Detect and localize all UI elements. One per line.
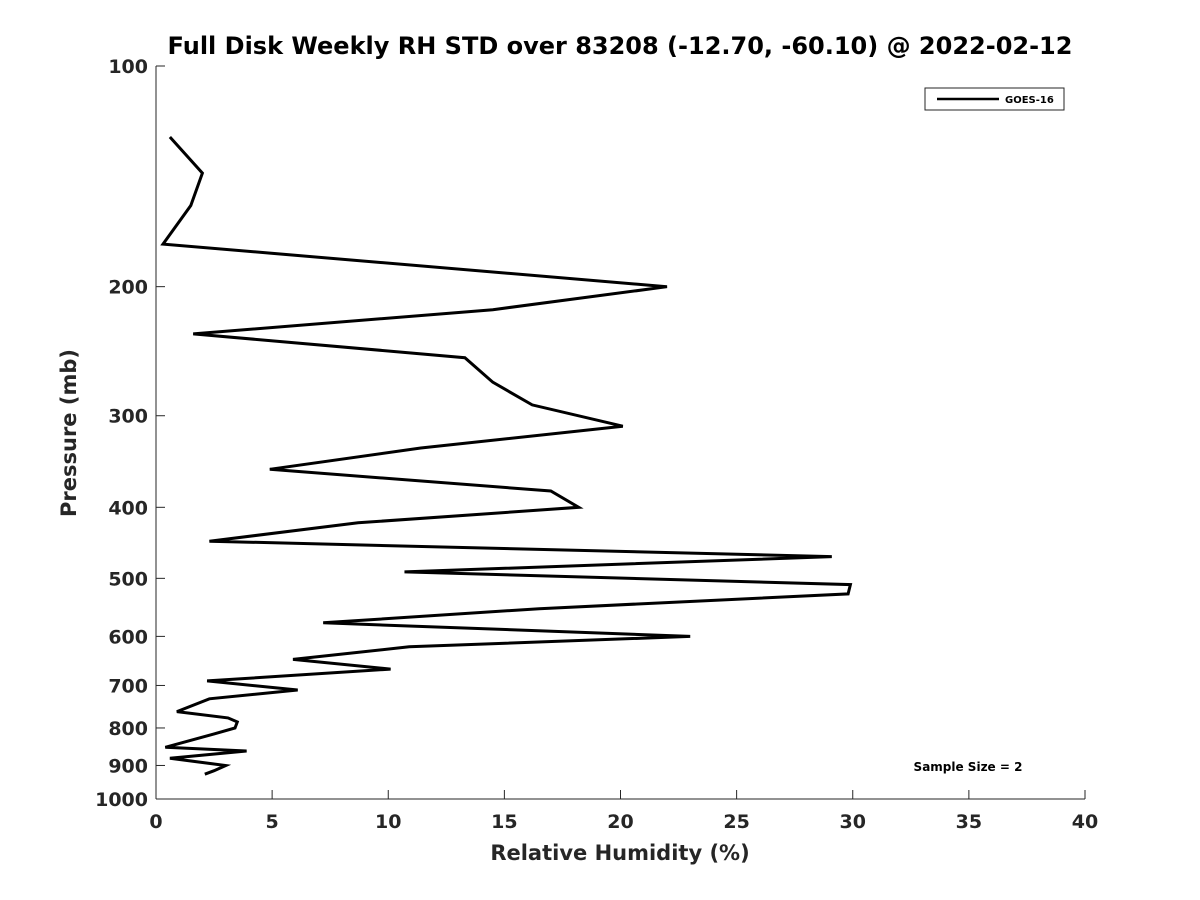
x-tick-label: 35 bbox=[956, 811, 982, 833]
x-tick-label: 25 bbox=[723, 811, 749, 833]
x-tick-label: 15 bbox=[491, 811, 517, 833]
x-ticks: 0 5 10 15 20 25 30 35 40 bbox=[149, 790, 1098, 833]
x-tick-label: 40 bbox=[1072, 811, 1098, 833]
x-tick-label: 30 bbox=[840, 811, 866, 833]
y-tick-label: 900 bbox=[108, 755, 148, 777]
y-axis-label: Pressure (mb) bbox=[57, 349, 81, 517]
x-tick-label: 20 bbox=[607, 811, 633, 833]
x-tick-label: 10 bbox=[375, 811, 401, 833]
x-tick-label: 5 bbox=[266, 811, 279, 833]
legend-label-goes-16: GOES-16 bbox=[1005, 95, 1054, 106]
sample-size-annotation: Sample Size = 2 bbox=[914, 760, 1023, 774]
legend: GOES-16 bbox=[924, 87, 1065, 111]
y-tick-label: 700 bbox=[108, 675, 148, 697]
x-tick-label: 0 bbox=[149, 811, 162, 833]
x-axis-label: Relative Humidity (%) bbox=[490, 841, 749, 865]
y-tick-label: 300 bbox=[108, 406, 148, 428]
y-tick-label: 600 bbox=[108, 626, 148, 648]
series-line-goes-16 bbox=[160, 135, 853, 776]
series-layer bbox=[160, 135, 853, 776]
y-tick-label: 500 bbox=[108, 568, 148, 590]
y-tick-label: 1000 bbox=[95, 789, 148, 811]
y-ticks: 100 200 300 400 500 600 700 800 900 1000 bbox=[95, 56, 165, 811]
y-tick-label: 100 bbox=[108, 56, 148, 78]
chart-title: Full Disk Weekly RH STD over 83208 (-12.… bbox=[168, 32, 1073, 60]
y-tick-label: 800 bbox=[108, 718, 148, 740]
y-tick-label: 200 bbox=[108, 277, 148, 299]
y-tick-label: 400 bbox=[108, 497, 148, 519]
